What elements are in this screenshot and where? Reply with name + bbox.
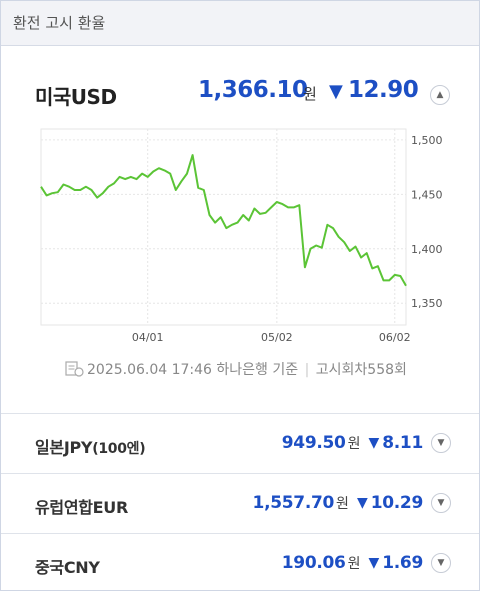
chevron-up-icon[interactable]: ▲ — [430, 85, 450, 105]
row-currency-name: 일본JPY(100엔) — [35, 438, 146, 457]
row-rate-group: 1,557.70 원 ▼ 10.29 ▼ — [253, 492, 451, 514]
row-change-value: 10.29 — [370, 493, 424, 513]
chart-canvas: 1,500 1,450 1,400 1,350 04/01 05/02 06/02 — [40, 128, 443, 344]
currency-row-jpy[interactable]: 일본JPY(100엔) 949.50 원 ▼ 8.11 ▼ — [1, 413, 479, 472]
info-bank: 하나은행 기준 — [216, 362, 299, 378]
document-icon — [65, 361, 84, 377]
row-change-value: 1.69 — [382, 553, 423, 573]
row-rate-unit: 원 — [347, 556, 361, 572]
chevron-down-icon[interactable]: ▼ — [431, 493, 451, 513]
currency-row-eur[interactable]: 유럽연합EUR 1,557.70 원 ▼ 10.29 ▼ — [1, 473, 479, 532]
y-tick-label: 1,500 — [411, 134, 443, 147]
row-rate-unit: 원 — [347, 436, 361, 452]
main-rate-value: 1,366.10 — [198, 77, 308, 103]
info-notice: 고시회차558회 — [315, 362, 407, 378]
chevron-down-icon[interactable]: ▼ — [431, 553, 451, 573]
down-arrow-icon: ▼ — [356, 495, 368, 511]
rate-info: 2025.06.04 17:46 하나은행 기준 | 고시회차558회 — [87, 359, 407, 379]
down-arrow-icon: ▼ — [368, 555, 380, 571]
row-rate-group: 949.50 원 ▼ 8.11 ▼ — [282, 432, 451, 454]
down-arrow-icon: ▼ — [368, 435, 380, 451]
plot-frame — [40, 128, 407, 326]
row-rate-group: 190.06 원 ▼ 1.69 ▼ — [282, 552, 451, 574]
chevron-down-icon[interactable]: ▼ — [431, 433, 451, 453]
row-rate-value: 949.50 — [281, 433, 346, 453]
usd-rate-line — [40, 154, 407, 287]
info-separator: | — [304, 362, 310, 378]
main-change-value: 12.90 — [348, 77, 419, 103]
x-tick-label: 04/01 — [132, 331, 164, 344]
down-arrow-icon: ▼ — [329, 81, 343, 102]
row-rate-unit: 원 — [336, 496, 349, 512]
currency-row-cny[interactable]: 중국CNY 190.06 원 ▼ 1.69 ▼ — [1, 533, 479, 592]
info-datetime: 2025.06.04 17:46 — [87, 362, 212, 378]
x-tick-label: 05/02 — [261, 331, 293, 344]
main-currency-name: 미국USD — [35, 85, 117, 109]
row-currency-name: 중국CNY — [35, 558, 100, 577]
row-change-value: 8.11 — [382, 433, 423, 453]
row-currency-name: 유럽연합EUR — [35, 498, 129, 517]
x-tick-label: 06/02 — [379, 331, 411, 344]
y-tick-label: 1,400 — [411, 243, 443, 256]
y-tick-label: 1,350 — [411, 297, 443, 310]
widget-title: 환전 고시 환율 — [13, 14, 106, 32]
row-rate-value: 190.06 — [281, 553, 346, 573]
main-rate-unit: 원 — [303, 85, 317, 103]
y-tick-label: 1,450 — [411, 188, 443, 201]
usd-rate-chart: 1,500 1,450 1,400 1,350 04/01 05/02 06/02 — [31, 119, 451, 349]
row-rate-value: 1,557.70 — [252, 493, 335, 513]
widget-header: 환전 고시 환율 — [1, 1, 479, 46]
